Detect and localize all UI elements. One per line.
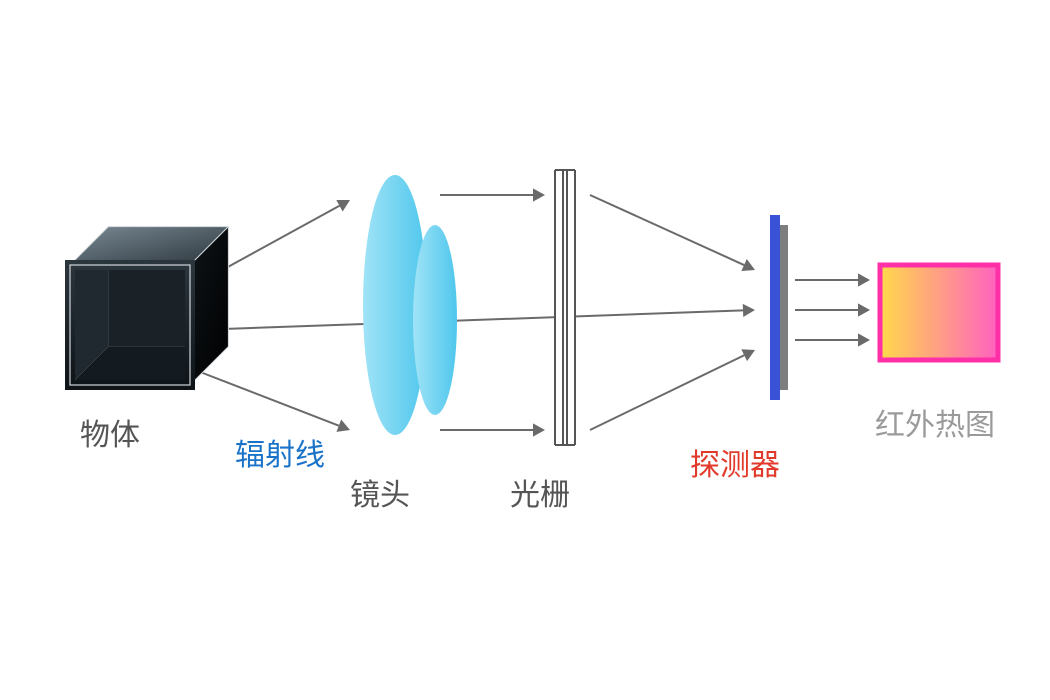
label-detector: 探测器: [655, 440, 815, 484]
arrows-group: [195, 188, 870, 436]
arrow-head: [533, 188, 545, 201]
lens-pair: [363, 175, 457, 435]
label-irimage: 红外热图: [855, 400, 1015, 444]
arrow-line: [195, 370, 339, 426]
label-grating: 光栅: [460, 470, 620, 514]
arrow-head: [858, 333, 870, 346]
label-lens: 镜头: [300, 470, 460, 514]
detector-plate: [770, 215, 788, 400]
arrow-line: [195, 310, 743, 330]
arrow-head: [858, 303, 870, 316]
grating: [555, 170, 575, 445]
ir-thermal-image: [880, 265, 998, 360]
label-object: 物体: [30, 410, 190, 454]
arrow-head: [743, 304, 755, 317]
arrow-head: [858, 273, 870, 286]
arrow-line: [590, 195, 744, 265]
object-cube: [70, 227, 228, 385]
diagram-canvas: [0, 0, 1050, 700]
arrow-head: [533, 423, 545, 436]
arrow-line: [590, 355, 744, 430]
label-radiation: 辐射线: [200, 430, 360, 474]
